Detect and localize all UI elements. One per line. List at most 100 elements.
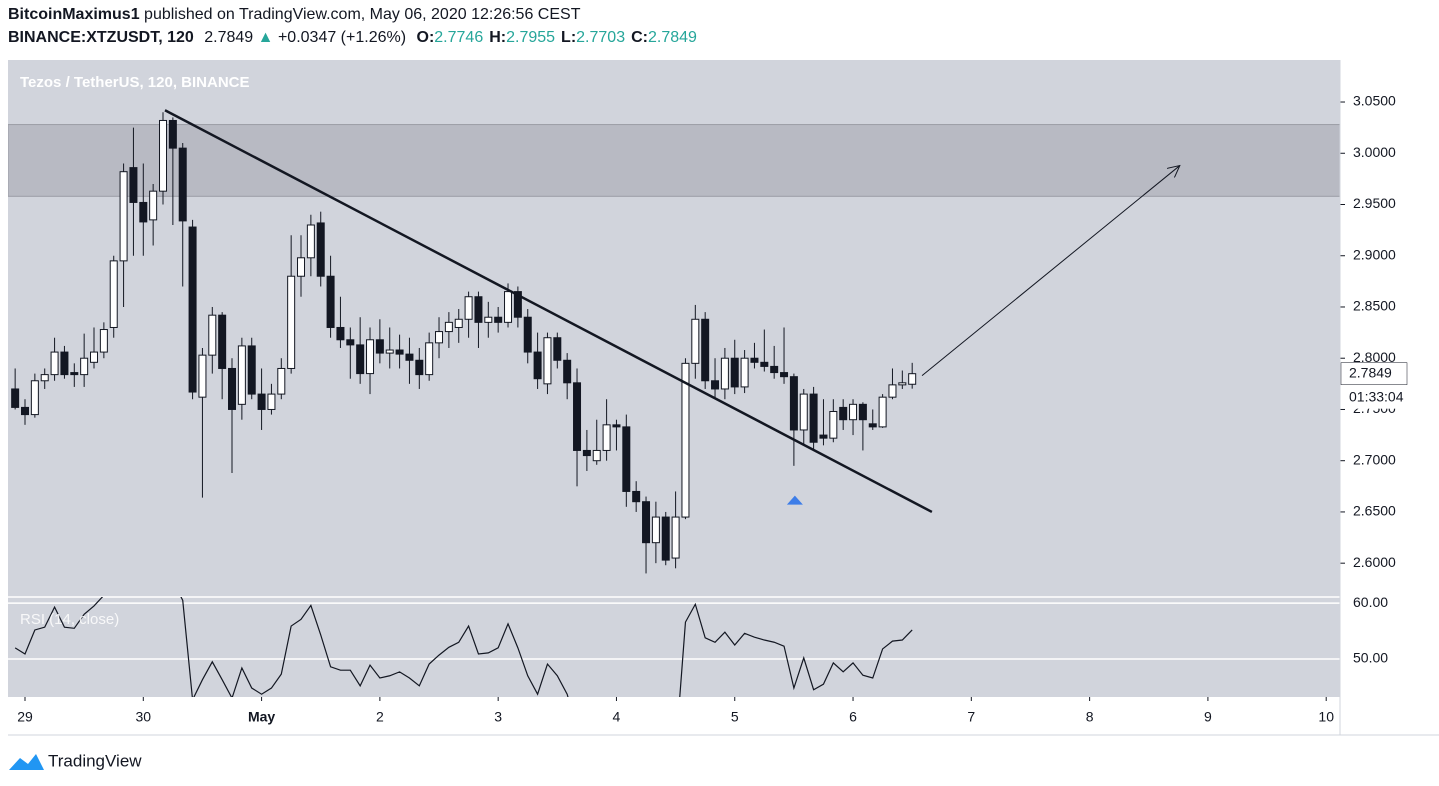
candle-body xyxy=(849,403,858,421)
candle-body xyxy=(228,367,237,410)
countdown-box xyxy=(1341,386,1421,409)
candle-body xyxy=(316,222,325,277)
x-tick-label: 2 xyxy=(376,709,384,725)
candle-body xyxy=(326,275,335,328)
candle-body xyxy=(730,357,739,388)
candle-body xyxy=(582,449,591,457)
candle-body xyxy=(198,354,207,398)
candle-body xyxy=(119,171,128,262)
candle-body xyxy=(435,331,444,344)
rsi-line xyxy=(14,597,913,697)
y-tick-label: 2.6500 xyxy=(1353,503,1396,519)
candle-body xyxy=(21,406,30,416)
candle-body xyxy=(277,367,286,395)
x-tick-label: May xyxy=(248,709,275,725)
x-tick-label: 29 xyxy=(17,709,33,725)
candle-body xyxy=(839,406,848,421)
candle-body xyxy=(395,349,404,355)
candle-body xyxy=(809,393,818,443)
change: +0.0347 (+1.26%) xyxy=(277,29,407,46)
candle-body xyxy=(868,423,877,428)
candle-body xyxy=(109,260,118,328)
x-tick-label: 30 xyxy=(136,709,152,725)
publish-line: BitcoinMaximus1 published on TradingView… xyxy=(8,6,580,24)
candle-body xyxy=(622,426,631,492)
last-price-label: 2.7849 xyxy=(1349,364,1392,380)
x-tick-label: 3 xyxy=(494,709,502,725)
ohlc-value: 2.7703 xyxy=(576,29,626,46)
candle-body xyxy=(770,365,779,374)
candle-body xyxy=(819,434,828,439)
candle-body xyxy=(750,357,759,363)
candle-body xyxy=(267,393,276,410)
y-tick-label: 2.8500 xyxy=(1353,298,1396,314)
author: BitcoinMaximus1 xyxy=(8,6,140,23)
ohlc: O:2.7746 H:2.7955 L:2.7703 C:2.7849 xyxy=(411,29,697,46)
candle-body xyxy=(159,119,168,192)
candle-body xyxy=(149,190,158,221)
x-tick-label: 9 xyxy=(1204,709,1212,725)
candle-body xyxy=(405,353,414,361)
y-tick-label: 2.9000 xyxy=(1353,246,1396,262)
candle-body xyxy=(602,424,611,451)
y-tick-label: 2.7000 xyxy=(1353,451,1396,467)
candle-body xyxy=(642,501,651,544)
candle-body xyxy=(70,372,79,376)
candle-body xyxy=(513,291,522,318)
y-tick-label: 2.6000 xyxy=(1353,554,1396,570)
y-tick-label: 2.9500 xyxy=(1353,195,1396,211)
candle-body xyxy=(789,376,798,431)
candle-body xyxy=(553,337,562,361)
candle-body xyxy=(592,449,601,462)
candle-body xyxy=(287,275,296,369)
candle-body xyxy=(543,337,552,385)
ohlc-label: L: xyxy=(561,29,577,46)
x-tick-label: 7 xyxy=(967,709,975,725)
candle-body xyxy=(60,351,69,376)
resistance-zone xyxy=(8,124,1340,197)
candle-body xyxy=(691,318,700,364)
price-pane xyxy=(8,109,1340,574)
brand: TradingView xyxy=(48,751,142,770)
candle-body xyxy=(898,382,907,386)
rsi-tick-label: 60.00 xyxy=(1353,594,1388,610)
candle-body xyxy=(375,339,384,354)
x-tick-label: 8 xyxy=(1086,709,1094,725)
footer-logo: TradingView xyxy=(9,751,142,770)
candle-body xyxy=(829,411,838,439)
candle-body xyxy=(740,357,749,388)
candle-body xyxy=(30,380,39,416)
candle-body xyxy=(780,372,789,378)
y-tick-label: 3.0500 xyxy=(1353,93,1396,109)
candle-body xyxy=(247,345,256,395)
candle-body xyxy=(671,516,680,559)
x-tick-label: 5 xyxy=(731,709,739,725)
candle-body xyxy=(523,316,532,353)
candle-body xyxy=(306,224,315,259)
x-tick-label: 6 xyxy=(849,709,857,725)
candle-body xyxy=(218,314,227,369)
candle-body xyxy=(99,329,108,353)
candle-body xyxy=(632,490,641,503)
last: 2.7849 xyxy=(204,29,254,46)
y-tick-label: 2.8000 xyxy=(1353,349,1396,365)
candle-body xyxy=(888,384,897,398)
candle-body xyxy=(188,226,197,393)
candle-body xyxy=(139,201,148,223)
symbol: BINANCE:XTZUSDT, 120 xyxy=(8,29,194,46)
signal-marker xyxy=(786,495,803,505)
candle-body xyxy=(356,344,365,375)
y-tick-label: 3.0000 xyxy=(1353,144,1396,160)
last-price-box xyxy=(1340,362,1408,385)
candle-body xyxy=(40,374,49,382)
candle-body xyxy=(129,167,138,203)
ohlc-label: C: xyxy=(631,29,648,46)
candle-body xyxy=(90,351,99,363)
candle-body xyxy=(50,351,59,376)
ohlc-label: H: xyxy=(489,29,507,46)
candle-body xyxy=(651,516,660,544)
chart-title: Tezos / TetherUS, 120, BINANCE xyxy=(20,74,250,91)
axes: 2.60002.65002.70002.75002.80002.85002.90… xyxy=(8,60,1439,735)
